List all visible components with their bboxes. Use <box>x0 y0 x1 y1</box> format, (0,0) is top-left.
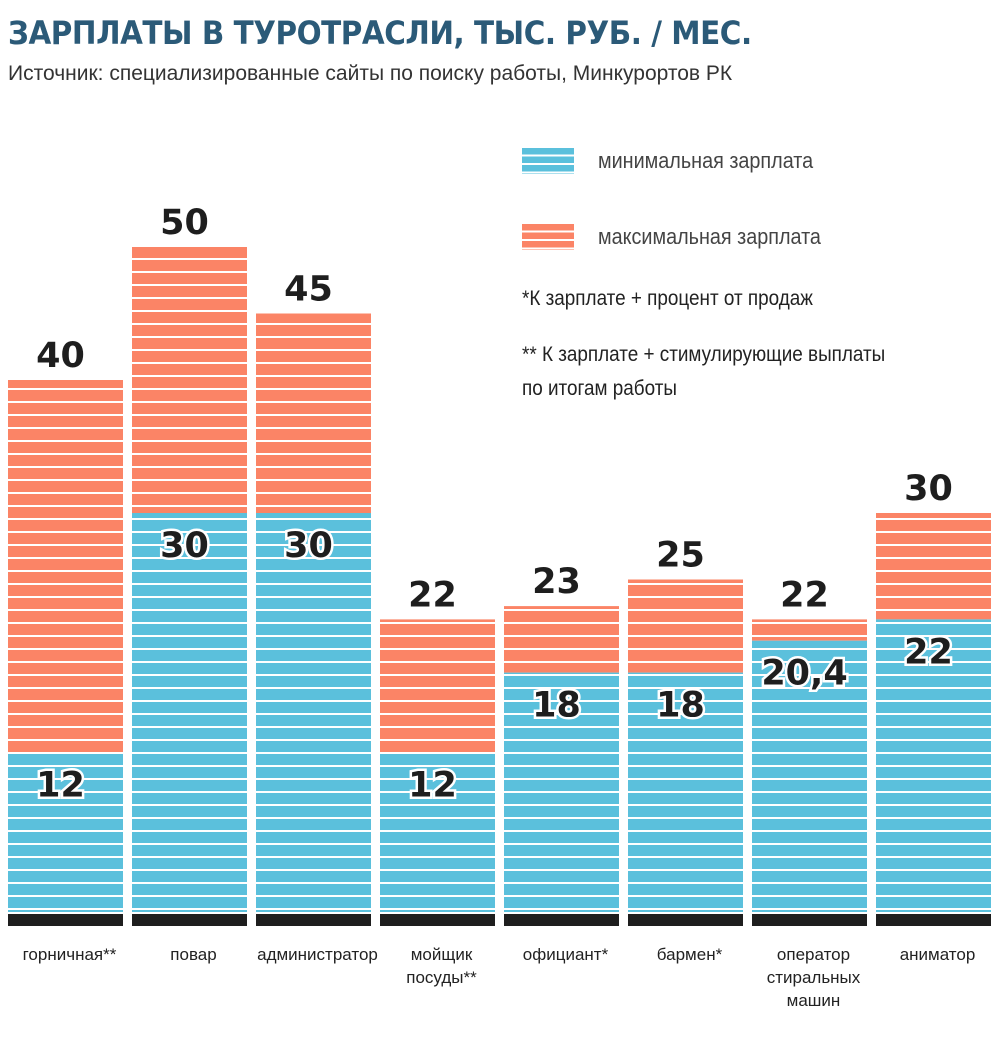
value-label-max-3: 45 <box>284 270 333 310</box>
value-label-max-1: 40 <box>36 336 85 376</box>
footnote-bonus-line2: по итогам работы <box>522 377 677 400</box>
value-label-max-7: 22 <box>780 575 829 615</box>
value-label-min-2: 30 <box>160 526 209 566</box>
bar-max-2 <box>132 247 247 513</box>
legend-label-min: минимальная зарплата <box>598 148 814 173</box>
bar-min-8 <box>876 619 991 912</box>
baseline-block-3 <box>256 914 371 926</box>
baseline-block-2 <box>132 914 247 926</box>
category-label-2: повар <box>170 945 216 964</box>
bars-layer <box>8 247 991 926</box>
chart-subtitle: Источник: специализированные сайты по по… <box>8 62 733 85</box>
bar-max-8 <box>876 513 991 620</box>
bar-min-4 <box>380 752 495 912</box>
footnote-bonus-line1: ** К зарплате + стимулирующие выплаты <box>522 343 886 366</box>
legend-item-min: минимальная зарплата <box>522 146 837 176</box>
baseline-block-8 <box>876 914 991 926</box>
value-label-min-6: 18 <box>656 686 705 726</box>
bar-min-7 <box>752 640 867 912</box>
bar-max-5 <box>504 606 619 673</box>
value-label-min-1: 12 <box>36 765 85 805</box>
value-label-min-8: 22 <box>904 632 953 672</box>
bar-max-7 <box>752 619 867 641</box>
bar-min-1 <box>8 752 123 912</box>
baseline-block-1 <box>8 914 123 926</box>
category-label-5: официант* <box>523 945 609 964</box>
category-label-3: администратор <box>257 945 378 964</box>
legend-label-max: максимальная зарплата <box>598 224 821 249</box>
labels-layer: 40 12 горничная** 50 30 повар 45 30 администрато… <box>23 203 976 1010</box>
bar-min-2 <box>132 513 247 912</box>
bar-min-5 <box>504 672 619 912</box>
category-label-6: бармен* <box>657 945 723 964</box>
value-label-min-4: 12 <box>408 765 457 805</box>
bar-max-3 <box>256 313 371 513</box>
baseline-block-4 <box>380 914 495 926</box>
legend-swatch-min <box>522 148 574 174</box>
category-label-4: мойщик посуды** <box>406 945 477 987</box>
baseline-block-5 <box>504 914 619 926</box>
bar-max-4 <box>380 619 495 753</box>
value-label-max-8: 30 <box>904 469 953 509</box>
value-label-max-4: 22 <box>408 575 457 615</box>
legend-swatch-max <box>522 224 574 250</box>
value-label-max-5: 23 <box>532 562 581 602</box>
bar-min-3 <box>256 513 371 912</box>
bar-min-6 <box>628 672 743 912</box>
value-label-min-5: 18 <box>532 686 581 726</box>
category-label-1: горничная** <box>23 945 117 964</box>
value-label-max-6: 25 <box>656 536 705 576</box>
value-label-min-3: 30 <box>284 526 333 566</box>
bar-max-6 <box>628 579 743 673</box>
baseline-block-7 <box>752 914 867 926</box>
footnote-sales-percent: *К зарплате + процент от продаж <box>522 287 813 310</box>
chart-title: ЗАРПЛАТЫ В ТУРОТРАСЛИ, ТЫС. РУБ. / МЕС. <box>8 14 752 52</box>
value-label-max-2: 50 <box>160 203 209 243</box>
category-label-7: оператор стиральных машин <box>767 945 861 1010</box>
legend-item-max: максимальная зарплата <box>522 222 846 252</box>
category-label-8: аниматор <box>900 945 976 964</box>
value-label-min-7: 20,4 <box>761 654 847 694</box>
baseline-block-6 <box>628 914 743 926</box>
bar-max-1 <box>8 380 123 753</box>
